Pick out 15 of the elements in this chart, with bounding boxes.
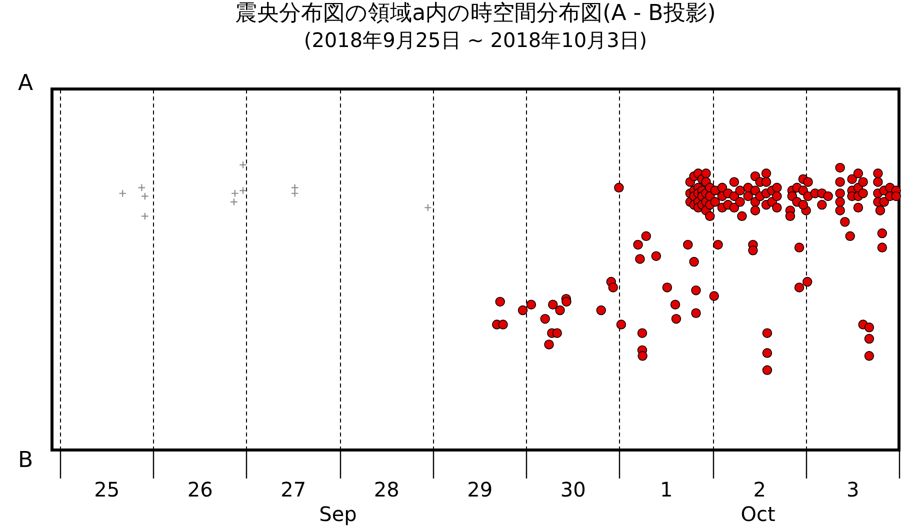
text: B: [18, 448, 34, 473]
x-tick-label: 2: [753, 478, 766, 502]
x-tick-label: 25: [94, 478, 120, 502]
x-tick-label: 30: [560, 478, 586, 502]
x-tick-label: 27: [280, 478, 306, 502]
x-tick-label: 28: [374, 478, 400, 502]
x-tick-label: 29: [467, 478, 493, 502]
text: A: [18, 71, 34, 96]
x-tick-label: 26: [187, 478, 213, 502]
chart-subtitle: (2018年9月25日 ~ 2018年10月3日): [304, 28, 648, 52]
text: Sep: [319, 502, 357, 526]
text: Oct: [740, 502, 776, 526]
chart-title: 震央分布図の領域a内の時空間分布図(A - B投影): [235, 1, 716, 26]
x-tick-label: 3: [846, 478, 860, 502]
x-tick-label: 1: [660, 478, 673, 502]
